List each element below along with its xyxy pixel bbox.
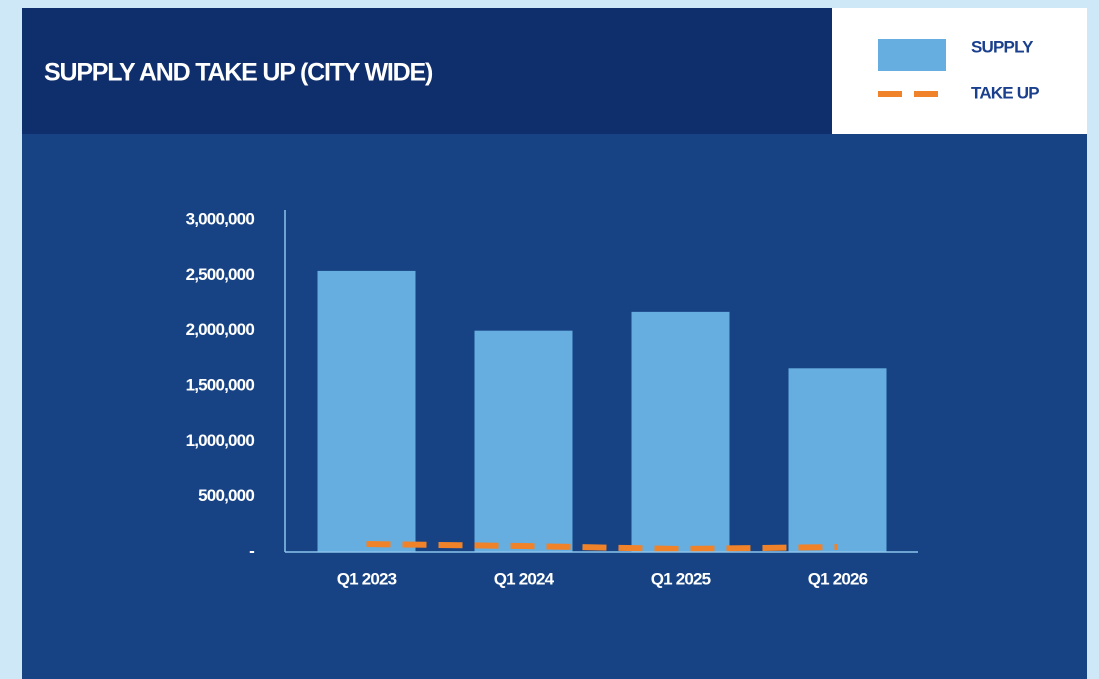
x-tick-label: Q1 2025 (651, 569, 711, 588)
y-tick-label: 3,000,000 (186, 209, 255, 228)
x-tick-label: Q1 2023 (337, 569, 397, 588)
legend-label: SUPPLY (971, 37, 1034, 56)
chart-title: SUPPLY AND TAKE UP (CITY WIDE) (44, 59, 433, 87)
bar (317, 270, 416, 552)
y-tick-label: - (249, 541, 254, 560)
y-tick-label: 1,500,000 (186, 375, 255, 394)
y-tick-label: 2,500,000 (186, 265, 255, 284)
legend-box (832, 8, 1087, 134)
header (22, 8, 832, 134)
bar (788, 368, 887, 552)
bar (474, 330, 573, 552)
x-tick-label: Q1 2024 (494, 569, 555, 588)
y-tick-label: 2,000,000 (186, 320, 255, 339)
legend-label: TAKE UP (971, 83, 1039, 102)
y-tick-label: 500,000 (198, 486, 254, 505)
x-tick-label: Q1 2026 (808, 569, 868, 588)
legend-swatch (878, 39, 946, 71)
line (366, 541, 838, 553)
bar (631, 311, 730, 552)
y-tick-label: 1,000,000 (186, 431, 255, 450)
